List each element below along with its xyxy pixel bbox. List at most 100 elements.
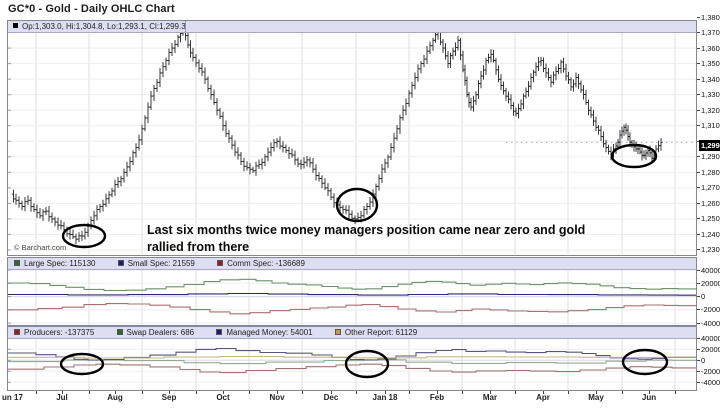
legend-item-large-spec: Large Spec: 115130 — [8, 258, 95, 269]
value-axis-tick — [697, 359, 700, 361]
price-axis-label: 1,240.0 — [701, 229, 720, 239]
price-chart-panel[interactable]: Op:1,303.0, Hi:1,304.8, Lo:1,293.1, Cl:1… — [7, 20, 697, 256]
value-axis-tick — [697, 269, 700, 271]
cot-spec-legend: Large Spec: 115130 Small Spec: 21559 Com… — [8, 258, 696, 270]
price-axis-tick — [697, 16, 700, 18]
price-axis-label: 1,250.0 — [701, 214, 720, 224]
x-axis-tick — [462, 391, 463, 394]
x-axis-tick — [277, 391, 278, 394]
legend-label: Comm Spec: -136689 — [227, 259, 305, 268]
swap-dealers-swatch-icon — [116, 329, 123, 335]
large-spec-swatch-icon — [14, 260, 20, 266]
cot-disagg-panel[interactable]: Producers: -137375 Swap Dealers: 686 Man… — [7, 326, 697, 391]
value-axis-tick — [697, 282, 700, 284]
x-axis-label-sep: Sep — [161, 393, 177, 402]
price-axis-label: 1,340.0 — [701, 74, 720, 84]
price-axis-tick — [697, 171, 700, 173]
cot-disagg-legend: Producers: -137375 Swap Dealers: 686 Man… — [8, 327, 696, 339]
x-axis-tick — [596, 391, 597, 394]
legend-label: Large Spec: 115130 — [24, 259, 96, 268]
x-axis-tick — [675, 391, 676, 394]
cot-series-comm-spec — [8, 303, 696, 315]
price-axis-tick — [697, 63, 700, 65]
small-spec-swatch-icon — [117, 260, 124, 266]
price-axis-tick — [697, 249, 700, 251]
price-chart-canvas[interactable] — [8, 21, 696, 255]
annotation-line-2: rallied from there — [147, 240, 250, 254]
annotation-text: Last six months twice money managers pos… — [147, 222, 585, 256]
price-axis-tick — [697, 140, 700, 142]
value-axis-label: 0 — [701, 355, 706, 365]
x-axis-label-apr: Apr — [536, 393, 550, 402]
price-axis-label: 1,280.0 — [701, 167, 720, 177]
price-axis-tick — [697, 47, 700, 49]
ohlc-info-bar: Op:1,303.0, Hi:1,304.8, Lo:1,293.1, Cl:1… — [8, 21, 696, 33]
comm-spec-swatch-icon — [217, 260, 224, 266]
cot-series-large-spec — [8, 278, 696, 292]
x-axis-label-dec: Dec — [323, 393, 339, 402]
x-axis-label-aug: Aug — [107, 393, 123, 402]
legend-label: Managed Money: 54001 — [226, 328, 313, 337]
cot-spec-panel[interactable]: Large Spec: 115130 Small Spec: 21559 Com… — [7, 257, 697, 326]
legend-label: Swap Dealers: 686 — [126, 328, 195, 337]
producers-swatch-icon — [14, 329, 20, 335]
price-axis-tick — [697, 32, 700, 34]
x-axis-label-un-17: un 17 — [2, 393, 23, 402]
series-marker-icon — [13, 23, 18, 28]
cot-spec-canvas[interactable] — [8, 258, 696, 325]
value-axis-tick — [697, 309, 700, 311]
legend-item-swap-dealers: Swap Dealers: 686 — [111, 327, 195, 338]
legend-item-managed-money: Managed Money: 54001 — [210, 327, 313, 338]
ohlc-info-box — [9, 21, 186, 32]
ohlc-bars — [11, 24, 663, 245]
value-axis-tick — [697, 296, 700, 298]
page-title: GC*0 - Gold - Daily OHLC Chart — [8, 3, 175, 15]
current-price-tag: 1,299.3 — [699, 140, 720, 151]
x-axis-tick — [515, 391, 516, 394]
price-axis-label: 1,230.0 — [701, 245, 720, 255]
x-axis-tick — [437, 391, 438, 394]
x-axis-label-mar: Mar — [482, 393, 498, 402]
price-axis-tick — [697, 109, 700, 111]
annotation-line-1: Last six months twice money managers pos… — [147, 223, 586, 237]
legend-item-producers: Producers: -137375 — [8, 327, 94, 338]
price-axis-label: 1,360.0 — [701, 43, 720, 53]
x-axis-tick — [356, 391, 357, 394]
x-axis-tick — [490, 391, 491, 394]
watermark: © Barchart.com — [14, 243, 67, 252]
cot-series-other-report — [8, 355, 696, 359]
managed-money-swatch-icon — [216, 329, 223, 335]
x-axis-label-jun: Jun — [641, 393, 657, 402]
value-axis-label: 0 — [701, 292, 706, 302]
price-axis-label: 1,290.0 — [701, 152, 720, 162]
price-axis-label: 1,260.0 — [701, 198, 720, 208]
value-axis-tick — [697, 381, 700, 383]
x-axis-tick — [89, 391, 90, 394]
value-axis-tick — [697, 337, 700, 339]
legend-item-comm-spec: Comm Spec: -136689 — [211, 258, 305, 269]
value-axis-label: -400000 — [701, 377, 720, 387]
value-axis-tick — [697, 370, 700, 372]
price-axis-label: 1,270.0 — [701, 183, 720, 193]
x-axis-tick — [543, 391, 544, 394]
price-axis-tick — [697, 94, 700, 96]
legend-label: Small Spec: 21559 — [127, 259, 195, 268]
x-axis-tick — [115, 391, 116, 394]
x-axis-label-oct: Oct — [216, 393, 230, 402]
x-axis-label-feb: Feb — [429, 393, 445, 402]
price-axis-tick — [697, 218, 700, 220]
price-axis-tick — [697, 125, 700, 127]
value-axis-label: 400000 — [701, 265, 720, 275]
price-axis-tick — [697, 233, 700, 235]
x-axis-label-nov: Nov — [269, 393, 285, 402]
ohlc-info-text: Op:1,303.0, Hi:1,304.8, Lo:1,293.1, Cl:1… — [22, 22, 186, 31]
x-axis-tick — [223, 391, 224, 394]
value-axis-label: 400000 — [701, 333, 720, 343]
x-axis-tick — [62, 391, 63, 394]
x-axis-tick — [249, 391, 250, 394]
x-axis-tick — [649, 391, 650, 394]
legend-item-small-spec: Small Spec: 21559 — [112, 258, 195, 269]
price-axis-label: 1,380.0 — [701, 12, 720, 22]
